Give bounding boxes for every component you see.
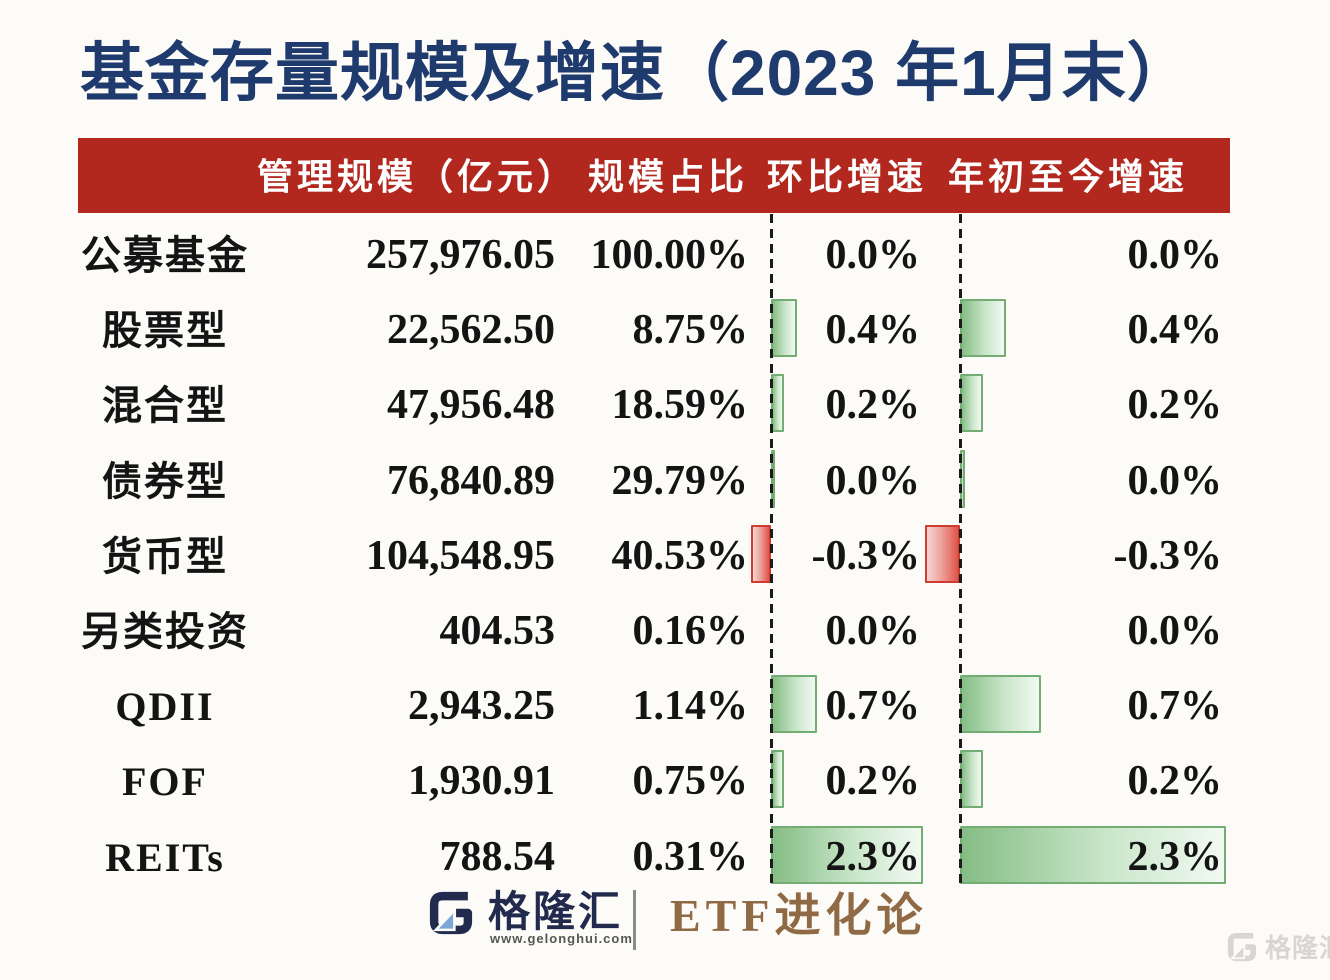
row-mom-value: 0.4% [825, 307, 921, 353]
row-share-value: 29.79% [611, 458, 749, 504]
row-ytd-value: 0.0% [1127, 458, 1223, 504]
row-scale-value: 1,930.91 [408, 758, 555, 804]
row-scale-value: 104,548.95 [366, 533, 555, 579]
ytd-axis-line [959, 214, 962, 889]
mom-growth-bar [751, 525, 771, 583]
row-ytd-value: 0.0% [1127, 232, 1223, 278]
table-row: 股票型 22,562.50 8.75% 0.4% 0.4% [0, 293, 1330, 368]
row-share-value: 0.75% [632, 758, 749, 804]
row-mom-value: 2.3% [825, 834, 921, 880]
row-scale-value: 76,840.89 [387, 458, 555, 504]
row-share-value: 1.14% [632, 683, 749, 729]
row-scale-value: 404.53 [439, 608, 556, 654]
row-share-value: 100.00% [590, 232, 749, 278]
table-row: REITs 788.54 0.31% 2.3% 2.3% [0, 820, 1330, 895]
row-share-value: 0.16% [632, 608, 749, 654]
table-row: 债券型 76,840.89 29.79% 0.0% 0.0% [0, 444, 1330, 519]
mom-growth-bar [771, 299, 797, 357]
table-row: QDII 2,943.25 1.14% 0.7% 0.7% [0, 669, 1330, 744]
row-mom-value: 0.0% [825, 232, 921, 278]
row-mom-value: 0.0% [825, 458, 921, 504]
row-ytd-value: 0.2% [1127, 758, 1223, 804]
row-scale-value: 257,976.05 [366, 232, 555, 278]
table-row: 公募基金 257,976.05 100.00% 0.0% 0.0% [0, 218, 1330, 293]
mom-growth-bar [771, 826, 923, 884]
header-share: 规模占比 [587, 157, 748, 197]
row-ytd-value: 0.2% [1127, 382, 1223, 428]
row-ytd-value: 0.7% [1127, 683, 1223, 729]
row-label: 货币型 [102, 534, 228, 579]
row-share-value: 18.59% [611, 382, 749, 428]
table-header: 管理规模（亿元） 规模占比 环比增速 年初至今增速 [78, 138, 1230, 213]
watermark: 格隆汇 [1224, 928, 1330, 965]
row-scale-value: 22,562.50 [387, 307, 555, 353]
ytd-growth-bar [960, 750, 983, 808]
row-ytd-value: 0.4% [1127, 307, 1223, 353]
row-label: 另类投资 [81, 609, 249, 654]
page-title: 基金存量规模及增速（2023 年1月末） [80, 37, 1192, 109]
row-label: REITs [105, 835, 225, 880]
row-label: FOF [122, 759, 208, 804]
gelonghui-logo-icon [429, 891, 473, 935]
row-share-value: 8.75% [632, 307, 749, 353]
watermark-text: 格隆汇 [1265, 933, 1330, 963]
row-scale-value: 2,943.25 [408, 683, 555, 729]
row-scale-value: 47,956.48 [387, 382, 555, 428]
table-row: 混合型 47,956.48 18.59% 0.2% 0.2% [0, 368, 1330, 443]
row-ytd-value: -0.3% [1113, 533, 1223, 579]
ytd-growth-bar [960, 826, 1226, 884]
header-ytd-growth: 年初至今增速 [947, 157, 1188, 197]
mom-axis-line [770, 214, 773, 889]
row-mom-value: 0.2% [825, 382, 921, 428]
channel-name: ETF进化论 [670, 890, 928, 941]
mom-growth-bar [771, 675, 817, 733]
row-mom-value: 0.2% [825, 758, 921, 804]
row-label: 股票型 [102, 308, 228, 353]
row-mom-value: 0.0% [825, 608, 921, 654]
header-scale: 管理规模（亿元） [256, 157, 577, 197]
row-ytd-value: 0.0% [1127, 608, 1223, 654]
row-ytd-value: 2.3% [1127, 834, 1223, 880]
footer-divider [633, 890, 636, 950]
row-label: 公募基金 [81, 233, 249, 278]
row-label: 债券型 [102, 459, 228, 504]
row-label: QDII [115, 684, 215, 729]
row-mom-value: -0.3% [811, 533, 921, 579]
brand-url: www.gelonghui.com [490, 931, 633, 946]
table-row: 货币型 104,548.95 40.53% -0.3% -0.3% [0, 519, 1330, 594]
ytd-growth-bar [960, 299, 1006, 357]
table-row: FOF 1,930.91 0.75% 0.2% 0.2% [0, 744, 1330, 819]
brand-name: 格隆汇 [488, 888, 624, 935]
ytd-growth-bar [960, 675, 1041, 733]
row-mom-value: 0.7% [825, 683, 921, 729]
gelonghui-watermark-icon [1227, 932, 1257, 961]
table-row: 另类投资 404.53 0.16% 0.0% 0.0% [0, 594, 1330, 669]
row-label: 混合型 [102, 383, 228, 428]
header-mom-growth: 环比增速 [766, 157, 927, 197]
row-share-value: 0.31% [632, 834, 749, 880]
ytd-growth-bar [960, 374, 983, 432]
row-share-value: 40.53% [611, 533, 749, 579]
row-scale-value: 788.54 [439, 834, 556, 880]
ytd-growth-bar [925, 525, 960, 583]
